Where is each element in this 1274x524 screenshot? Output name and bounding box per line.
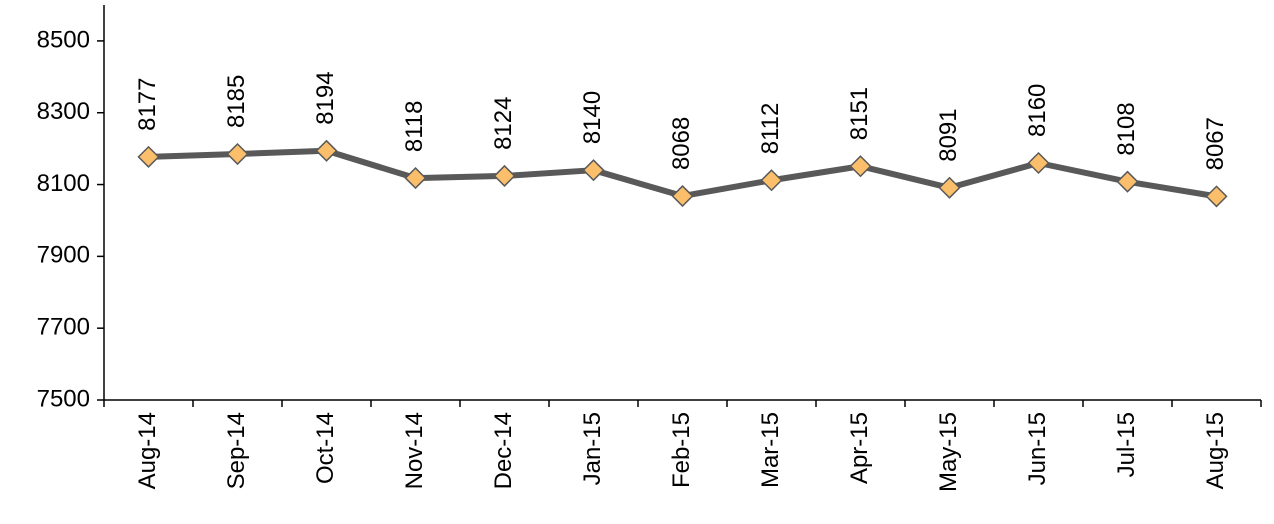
x-tick-label: Dec-14	[490, 412, 517, 489]
x-tick-label: Aug-14	[134, 412, 161, 489]
y-tick-label: 7700	[37, 314, 90, 341]
y-tick-label: 8500	[37, 26, 90, 53]
data-point	[671, 184, 694, 208]
data-point	[582, 159, 605, 182]
data-label: 8118	[401, 100, 428, 152]
data-point	[1205, 185, 1228, 208]
y-tick-label: 8300	[37, 98, 90, 125]
data-label: 8091	[935, 108, 962, 161]
data-point	[226, 142, 249, 166]
data-point	[493, 164, 516, 187]
data-label: 8067	[1202, 117, 1229, 170]
y-tick-label: 8100	[37, 170, 90, 197]
y-tick-label: 7500	[37, 385, 90, 412]
x-tick-label: Feb-15	[668, 412, 695, 488]
data-label: 8177	[134, 78, 161, 131]
data-label: 8194	[312, 71, 339, 124]
data-point	[404, 167, 427, 190]
data-label: 8160	[1024, 84, 1051, 137]
x-tick-label: Aug-15	[1202, 412, 1229, 489]
data-label: 8112	[757, 103, 784, 155]
x-tick-label: Mar-15	[757, 412, 784, 488]
data-label: 8124	[490, 97, 517, 150]
x-tick-label: Sep-14	[223, 412, 250, 489]
data-label: 8185	[223, 75, 250, 128]
x-tick-label: May-15	[935, 412, 962, 492]
data-label: 8108	[1113, 102, 1140, 155]
data-point	[760, 169, 783, 192]
data-point	[1027, 151, 1050, 175]
data-point	[137, 145, 160, 168]
data-label: 8140	[579, 91, 606, 144]
x-tick-label: Jul-15	[1113, 412, 1140, 477]
x-tick-label: Jun-15	[1024, 412, 1051, 485]
x-tick-label: Apr-15	[846, 412, 873, 484]
y-tick-label: 7900	[37, 242, 90, 269]
data-point	[315, 139, 338, 162]
data-label: 8151	[846, 87, 873, 140]
x-tick-label: Nov-14	[401, 412, 428, 489]
data-label: 8068	[668, 117, 695, 170]
x-tick-label: Oct-14	[312, 412, 339, 484]
x-tick-label: Jan-15	[579, 412, 606, 485]
data-point	[938, 176, 961, 199]
data-point	[1116, 170, 1139, 193]
data-point	[849, 155, 872, 178]
